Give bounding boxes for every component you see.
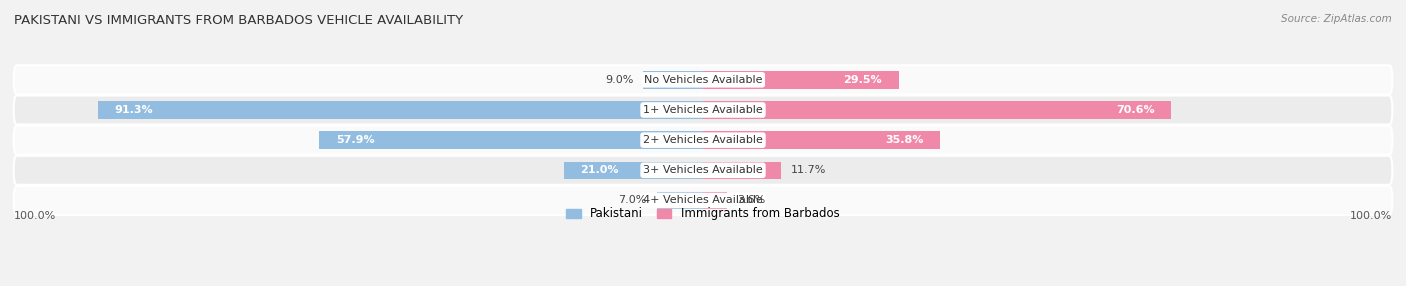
FancyBboxPatch shape bbox=[14, 65, 1392, 94]
Text: Source: ZipAtlas.com: Source: ZipAtlas.com bbox=[1281, 14, 1392, 24]
Text: 11.7%: 11.7% bbox=[790, 165, 825, 175]
Text: 3.6%: 3.6% bbox=[737, 195, 765, 205]
FancyBboxPatch shape bbox=[14, 186, 1392, 215]
Text: 91.3%: 91.3% bbox=[114, 105, 153, 115]
Text: 3+ Vehicles Available: 3+ Vehicles Available bbox=[643, 165, 763, 175]
Bar bbox=[319, 131, 703, 149]
Text: 100.0%: 100.0% bbox=[14, 211, 56, 221]
Bar bbox=[564, 162, 703, 179]
Bar bbox=[644, 71, 703, 89]
FancyBboxPatch shape bbox=[14, 126, 1392, 155]
Bar bbox=[657, 192, 703, 209]
Text: 70.6%: 70.6% bbox=[1116, 105, 1154, 115]
Text: 9.0%: 9.0% bbox=[605, 75, 633, 85]
Legend: Pakistani, Immigrants from Barbados: Pakistani, Immigrants from Barbados bbox=[567, 208, 839, 221]
Bar bbox=[98, 101, 703, 119]
Text: 1+ Vehicles Available: 1+ Vehicles Available bbox=[643, 105, 763, 115]
Bar bbox=[703, 192, 727, 209]
Text: 21.0%: 21.0% bbox=[581, 165, 619, 175]
Text: 4+ Vehicles Available: 4+ Vehicles Available bbox=[643, 195, 763, 205]
FancyBboxPatch shape bbox=[14, 156, 1392, 185]
Text: PAKISTANI VS IMMIGRANTS FROM BARBADOS VEHICLE AVAILABILITY: PAKISTANI VS IMMIGRANTS FROM BARBADOS VE… bbox=[14, 14, 463, 27]
Bar bbox=[703, 71, 898, 89]
Bar bbox=[703, 131, 941, 149]
Text: No Vehicles Available: No Vehicles Available bbox=[644, 75, 762, 85]
Bar bbox=[703, 101, 1171, 119]
Bar bbox=[703, 162, 780, 179]
FancyBboxPatch shape bbox=[14, 96, 1392, 124]
Text: 7.0%: 7.0% bbox=[619, 195, 647, 205]
Text: 57.9%: 57.9% bbox=[336, 135, 374, 145]
Text: 2+ Vehicles Available: 2+ Vehicles Available bbox=[643, 135, 763, 145]
Text: 100.0%: 100.0% bbox=[1350, 211, 1392, 221]
Text: 35.8%: 35.8% bbox=[886, 135, 924, 145]
Text: 29.5%: 29.5% bbox=[844, 75, 882, 85]
